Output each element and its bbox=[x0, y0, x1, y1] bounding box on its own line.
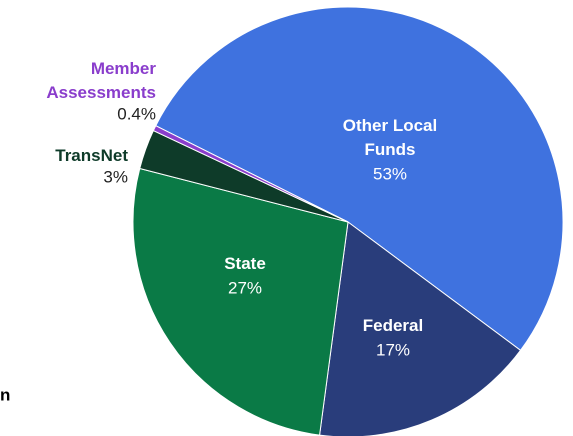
pie-slice bbox=[132, 167, 349, 436]
pie-slice bbox=[152, 125, 349, 223]
value-label: 53% bbox=[373, 164, 407, 183]
pie-slice bbox=[155, 6, 564, 352]
slice-label-line: Member bbox=[91, 59, 157, 78]
slice-label-line: TransNet bbox=[55, 146, 128, 165]
slice-label-line: Assessments bbox=[46, 83, 156, 102]
slice-label-line: State bbox=[224, 254, 266, 273]
slice-label: Other Local Funds bbox=[343, 116, 437, 159]
pie-slice bbox=[319, 221, 522, 436]
slice-label-line: Funds bbox=[365, 140, 416, 159]
value-label: 0.4% bbox=[117, 104, 156, 123]
slice-label: State bbox=[224, 254, 266, 273]
slice-label-line: Other Local bbox=[343, 116, 437, 135]
slice-label: TransNet bbox=[55, 146, 128, 165]
slice-label: Federal bbox=[363, 316, 423, 335]
slice-label-line: Federal bbox=[363, 316, 423, 335]
value-label: 27% bbox=[228, 278, 262, 297]
value-label: 17% bbox=[376, 340, 410, 359]
value-label: 3% bbox=[103, 167, 128, 186]
cut-off-text: n bbox=[0, 385, 10, 404]
slice-label: Member Assessments bbox=[46, 59, 156, 102]
